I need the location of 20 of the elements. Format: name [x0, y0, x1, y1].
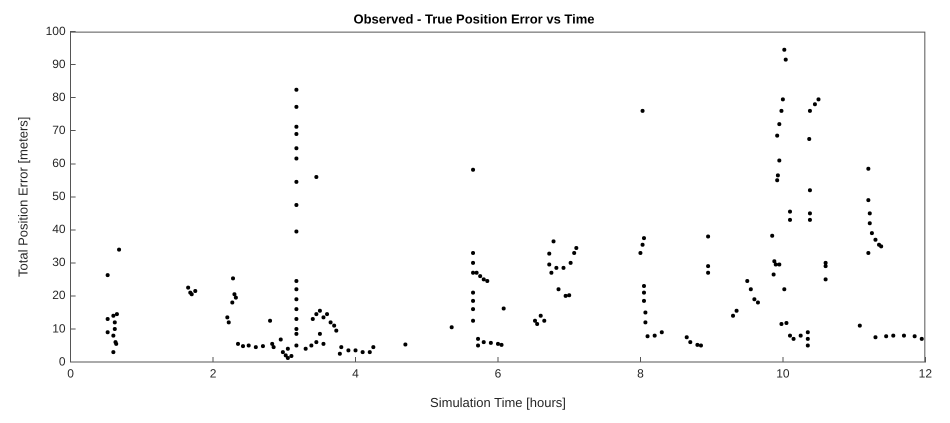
- x-tick-label: 8: [637, 366, 644, 381]
- y-tick-label: 90: [52, 56, 66, 71]
- x-tick-label: 4: [352, 366, 360, 381]
- y-tick-label: 40: [52, 222, 66, 236]
- y-tick-label: 0: [58, 354, 66, 368]
- y-tick-label: 100: [46, 24, 66, 38]
- y-tick-label: 60: [52, 156, 66, 170]
- y-tick-label: 20: [52, 288, 66, 302]
- y-tick-label: 30: [52, 255, 66, 270]
- x-tick-label: 6: [494, 366, 502, 381]
- y-tick-label: 50: [52, 189, 66, 204]
- x-tick-label: 10: [776, 366, 790, 381]
- y-tick-label: 80: [52, 90, 66, 104]
- x-axis-title: Simulation Time [hours]: [430, 394, 566, 410]
- x-tick-label: 12: [918, 366, 932, 381]
- y-axis-title: Total Position Error [meters]: [15, 116, 30, 277]
- x-tick-label: 2: [210, 366, 217, 381]
- y-tick-label: 10: [52, 321, 66, 336]
- y-tick-label: 70: [52, 123, 66, 138]
- chart-title: Observed - True Position Error vs Time: [353, 11, 595, 26]
